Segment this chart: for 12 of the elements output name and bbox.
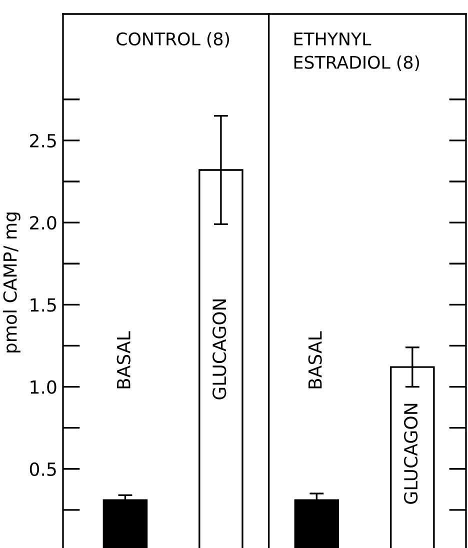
y-tick-label: 0.5: [30, 462, 56, 476]
y-tick-label: 2.0: [30, 216, 56, 230]
x-tick-label: BASAL: [116, 331, 130, 388]
annotation: CONTROL (8): [116, 32, 230, 48]
y-axis-title: pmol CAMP/ mg: [2, 212, 20, 352]
y-tick-label: 1.0: [30, 380, 56, 394]
x-tick-label: GLUCAGON: [404, 404, 418, 504]
y-tick-label: 2.5: [30, 134, 56, 148]
y-tick-label: 1.5: [30, 298, 56, 312]
x-tick-label: GLUCAGON: [212, 299, 226, 400]
x-tick-label: BASAL: [308, 331, 322, 388]
annotation: ETHYNYL ESTRADIOL (8): [294, 32, 420, 71]
